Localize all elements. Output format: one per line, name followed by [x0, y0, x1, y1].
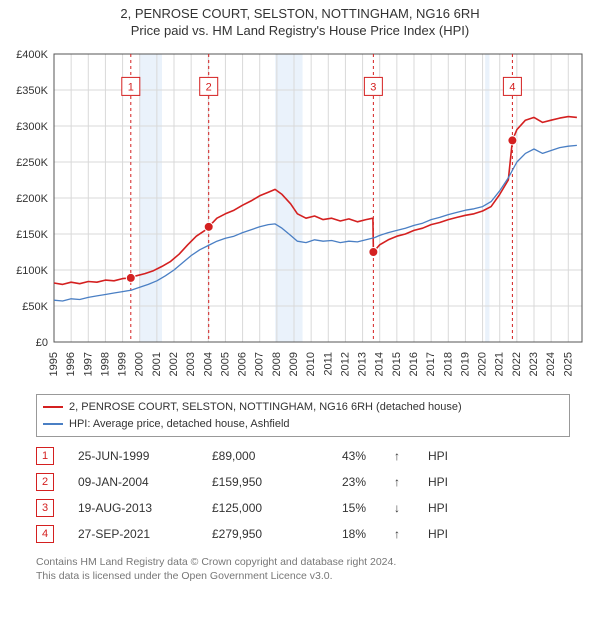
x-tick-label: 2022 — [511, 352, 523, 376]
legend-item: HPI: Average price, detached house, Ashf… — [43, 416, 563, 433]
x-tick-label: 2006 — [237, 352, 249, 376]
x-tick-label: 2020 — [477, 352, 489, 376]
event-hpi-label: HPI — [428, 527, 448, 541]
legend-label: HPI: Average price, detached house, Ashf… — [69, 416, 290, 433]
footer-line1: Contains HM Land Registry data © Crown c… — [36, 555, 570, 569]
event-date: 19-AUG-2013 — [78, 501, 188, 515]
event-arrow-icon: ↑ — [390, 475, 404, 489]
title-area: 2, PENROSE COURT, SELSTON, NOTTINGHAM, N… — [0, 0, 600, 40]
y-tick-label: £50K — [22, 301, 48, 313]
event-num: 2 — [36, 473, 54, 491]
title-line1: 2, PENROSE COURT, SELSTON, NOTTINGHAM, N… — [0, 6, 600, 21]
x-tick-label: 2018 — [442, 352, 454, 376]
event-row: 4 27-SEP-2021 £279,950 18% ↑ HPI — [36, 521, 570, 547]
x-tick-label: 2009 — [288, 352, 300, 376]
event-pct: 15% — [316, 501, 366, 515]
event-num: 4 — [36, 525, 54, 543]
series-marker — [508, 136, 517, 145]
event-row: 3 19-AUG-2013 £125,000 15% ↓ HPI — [36, 495, 570, 521]
event-marker-num: 1 — [128, 81, 134, 93]
legend-swatch — [43, 423, 63, 425]
event-price: £279,950 — [212, 527, 292, 541]
x-tick-label: 1996 — [65, 352, 77, 376]
event-num: 1 — [36, 447, 54, 465]
event-hpi-label: HPI — [428, 449, 448, 463]
x-tick-label: 2021 — [494, 352, 506, 376]
y-tick-label: £200K — [16, 193, 48, 205]
x-tick-label: 2001 — [151, 352, 163, 376]
y-tick-label: £150K — [16, 229, 48, 241]
x-tick-label: 1998 — [99, 352, 111, 376]
y-tick-label: £350K — [16, 85, 48, 97]
title-line2: Price paid vs. HM Land Registry's House … — [0, 23, 600, 38]
y-tick-label: £400K — [16, 49, 48, 61]
x-tick-label: 2025 — [562, 352, 574, 376]
event-row: 2 09-JAN-2004 £159,950 23% ↑ HPI — [36, 469, 570, 495]
legend-label: 2, PENROSE COURT, SELSTON, NOTTINGHAM, N… — [69, 399, 462, 416]
x-tick-label: 2013 — [357, 352, 369, 376]
chart-svg: £0 £50K £100K £150K £200K £250K £300K £350K £400… — [10, 46, 590, 386]
event-pct: 18% — [316, 527, 366, 541]
events-table: 1 25-JUN-1999 £89,000 43% ↑ HPI 2 09-JAN-2004 £1… — [36, 443, 570, 547]
event-arrow-icon: ↓ — [390, 501, 404, 515]
event-hpi-label: HPI — [428, 501, 448, 515]
series-marker — [369, 248, 378, 257]
event-pct: 23% — [316, 475, 366, 489]
legend-swatch — [43, 406, 63, 408]
x-tick-label: 2002 — [168, 352, 180, 376]
x-tick-label: 2017 — [425, 352, 437, 376]
event-price: £125,000 — [212, 501, 292, 515]
x-tick-label: 2003 — [185, 352, 197, 376]
event-num: 3 — [36, 499, 54, 517]
chart: £0 £50K £100K £150K £200K £250K £300K £350K £400… — [10, 46, 590, 386]
event-arrow-icon: ↑ — [390, 449, 404, 463]
x-tick-label: 2007 — [254, 352, 266, 376]
event-arrow-icon: ↑ — [390, 527, 404, 541]
event-marker-num: 2 — [206, 81, 212, 93]
x-tick-label: 2010 — [305, 352, 317, 376]
x-tick-label: 2005 — [219, 352, 231, 376]
x-tick-label: 1999 — [117, 352, 129, 376]
footer: Contains HM Land Registry data © Crown c… — [36, 555, 570, 583]
y-tick-label: £250K — [16, 157, 48, 169]
x-tick-label: 2019 — [459, 352, 471, 376]
x-tick-label: 1997 — [82, 352, 94, 376]
event-date: 25-JUN-1999 — [78, 449, 188, 463]
x-tick-label: 2011 — [322, 352, 334, 376]
x-tick-label: 2004 — [202, 352, 214, 376]
series-marker — [204, 222, 213, 231]
x-tick-label: 1995 — [48, 352, 60, 376]
x-tick-label: 2008 — [271, 352, 283, 376]
event-marker-num: 3 — [370, 81, 376, 93]
event-date: 09-JAN-2004 — [78, 475, 188, 489]
event-marker-num: 4 — [509, 81, 515, 93]
x-tick-label: 2014 — [374, 352, 386, 376]
x-tick-label: 2000 — [134, 352, 146, 376]
x-tick-label: 2012 — [339, 352, 351, 376]
x-tick-label: 2016 — [408, 352, 420, 376]
x-tick-label: 2015 — [391, 352, 403, 376]
x-tick-label: 2023 — [528, 352, 540, 376]
legend: 2, PENROSE COURT, SELSTON, NOTTINGHAM, N… — [36, 394, 570, 437]
event-price: £159,950 — [212, 475, 292, 489]
legend-item: 2, PENROSE COURT, SELSTON, NOTTINGHAM, N… — [43, 399, 563, 416]
event-hpi-label: HPI — [428, 475, 448, 489]
series-marker — [126, 273, 135, 282]
event-row: 1 25-JUN-1999 £89,000 43% ↑ HPI — [36, 443, 570, 469]
y-tick-label: £100K — [16, 265, 48, 277]
y-tick-label: £0 — [36, 337, 48, 349]
event-date: 27-SEP-2021 — [78, 527, 188, 541]
y-tick-label: £300K — [16, 121, 48, 133]
footer-line2: This data is licensed under the Open Gov… — [36, 569, 570, 583]
x-tick-label: 2024 — [545, 352, 557, 376]
event-pct: 43% — [316, 449, 366, 463]
event-price: £89,000 — [212, 449, 292, 463]
